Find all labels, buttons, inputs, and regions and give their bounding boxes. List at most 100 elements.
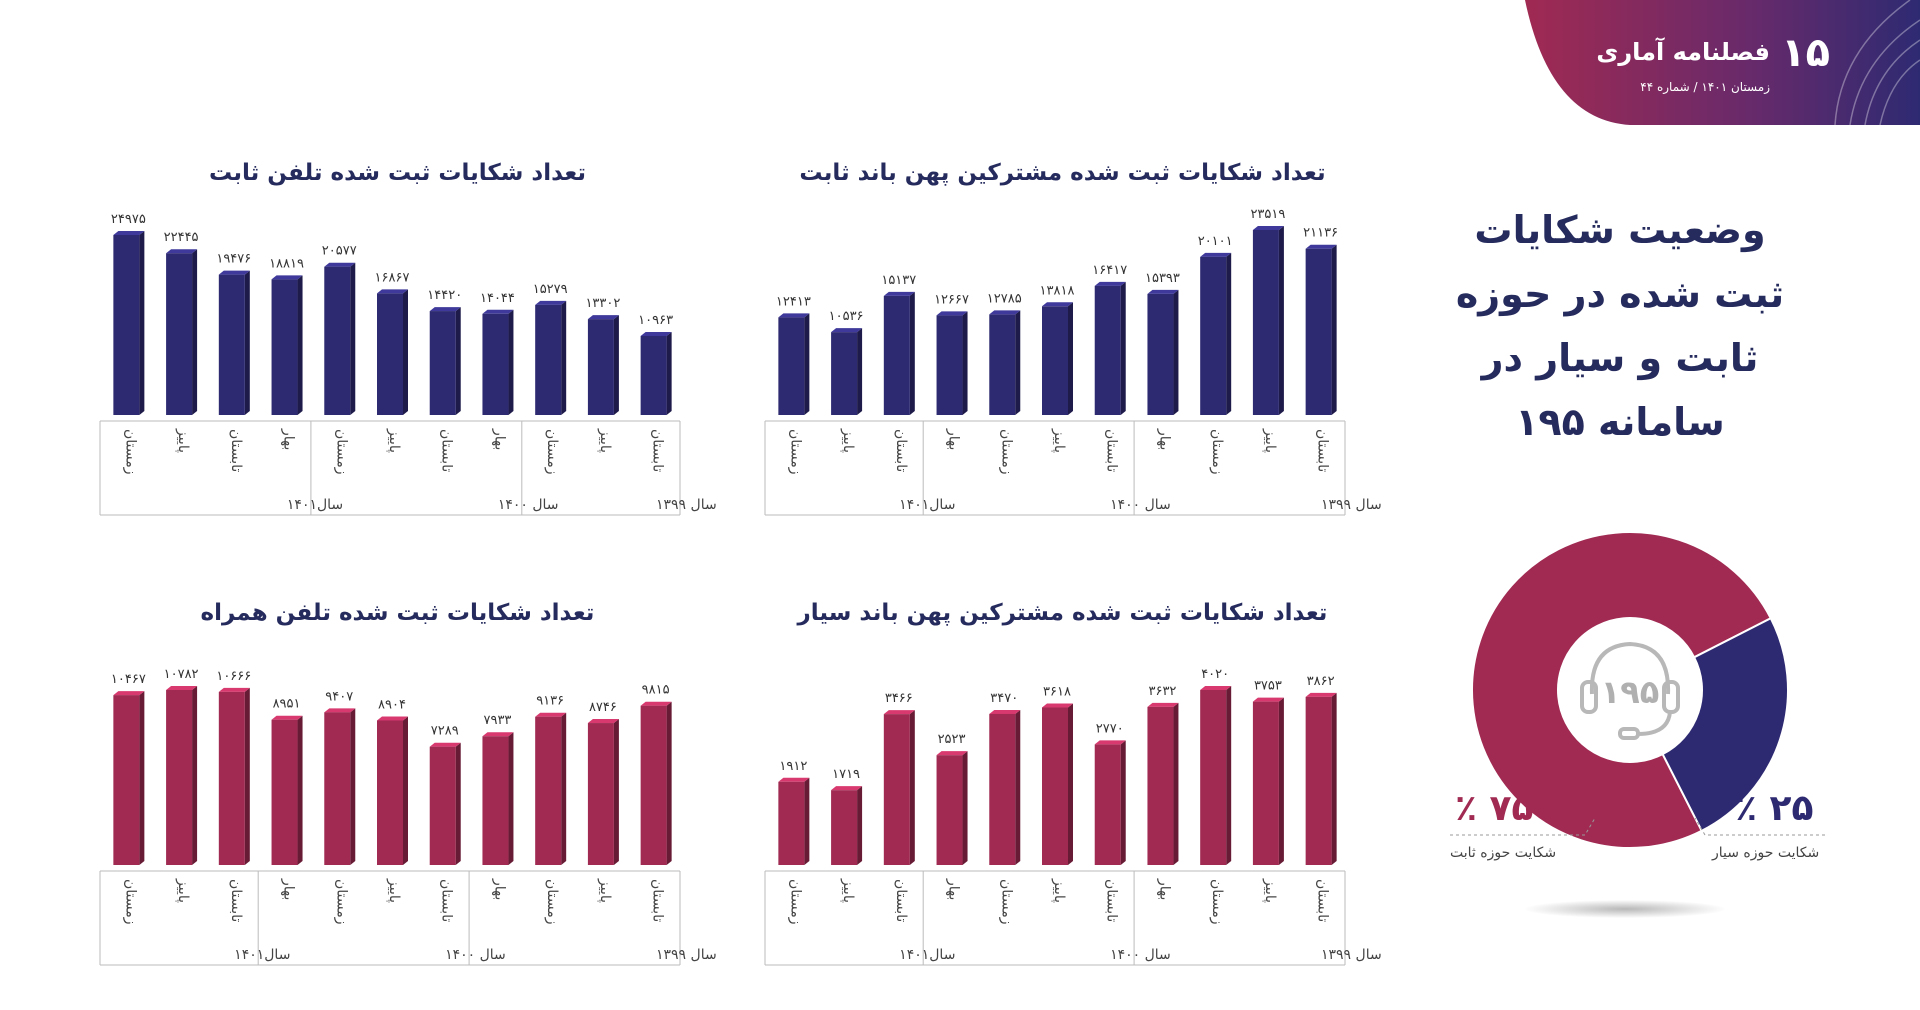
bar bbox=[1305, 696, 1332, 865]
category-label: پاییز bbox=[1262, 878, 1278, 903]
bar-side bbox=[139, 691, 145, 865]
bar-top bbox=[271, 715, 303, 720]
category-label: زمستان bbox=[333, 429, 349, 475]
bar-side bbox=[804, 777, 810, 865]
bar-top bbox=[1200, 686, 1232, 690]
bar-side bbox=[962, 751, 968, 865]
bar bbox=[166, 253, 193, 415]
category-label: پاییز bbox=[386, 428, 402, 453]
bar-top bbox=[936, 311, 968, 316]
bar-top bbox=[482, 309, 514, 314]
bar-side bbox=[1068, 703, 1073, 865]
year-group-label: سال ۱۴۰۰ bbox=[445, 947, 506, 963]
bar bbox=[989, 314, 1016, 415]
bar-side bbox=[403, 716, 408, 865]
chart-title: تعداد شکایات ثبت شده تلفن همراه bbox=[200, 600, 595, 626]
bar bbox=[166, 690, 193, 865]
bar-value-label: ۳۸۶۲ bbox=[1307, 674, 1335, 689]
bar-top bbox=[778, 777, 810, 782]
bar-side bbox=[1226, 252, 1232, 415]
year-group-label: سال۱۴۰۱ bbox=[287, 497, 343, 513]
bar-value-label: ۹۸۱۵ bbox=[642, 683, 670, 698]
bar-top bbox=[166, 686, 198, 690]
bar-value-label: ۱۰۷۸۲ bbox=[164, 667, 199, 682]
year-group-label: سال ۱۳۹۹ bbox=[656, 947, 717, 963]
bar-value-label: ۱۰۹۶۳ bbox=[638, 313, 673, 328]
category-label: تابستان bbox=[893, 879, 909, 922]
donut-shadow bbox=[1525, 900, 1725, 918]
bar bbox=[587, 723, 614, 865]
bar-value-label: ۲۰۱۰۱ bbox=[1198, 234, 1233, 249]
category-label: بهار bbox=[491, 428, 507, 450]
category-label: تابستان bbox=[1104, 429, 1120, 472]
bar bbox=[1042, 306, 1068, 415]
category-label: پاییز bbox=[1051, 428, 1067, 453]
bar-top bbox=[113, 231, 145, 235]
bar-side bbox=[508, 309, 514, 415]
bar-side bbox=[666, 331, 672, 415]
issue-label: زمستان ۱۴۰۱ / شماره ۴۴ bbox=[1640, 80, 1770, 94]
bar bbox=[989, 713, 1016, 865]
bar-top bbox=[535, 300, 567, 305]
bar-value-label: ۸۹۵۱ bbox=[273, 697, 301, 712]
category-label: زمستان bbox=[787, 429, 803, 475]
bar-top bbox=[1305, 244, 1337, 249]
bar-value-label: ۹۴۰۷ bbox=[325, 689, 353, 704]
bar-top bbox=[1042, 302, 1073, 307]
bar-value-label: ۸۷۴۶ bbox=[589, 700, 617, 715]
bar-value-label: ۱۰۴۶۷ bbox=[111, 672, 146, 687]
bar-side bbox=[561, 712, 567, 865]
bar-top bbox=[1252, 697, 1284, 702]
bar-side bbox=[1120, 281, 1126, 415]
year-group-label: سال۱۴۰۱ bbox=[899, 497, 955, 513]
category-label: پاییز bbox=[1262, 428, 1278, 453]
category-label: پاییز bbox=[175, 428, 191, 453]
bar-value-label: ۱۲۷۸۵ bbox=[987, 291, 1022, 306]
chart-mobile-phone: تعداد شکایات ثبت شده تلفن همراه ۹۸۱۵ تابس… bbox=[99, 600, 717, 966]
category-label: پاییز bbox=[840, 428, 856, 453]
category-label: زمستان bbox=[544, 879, 560, 925]
bar-value-label: ۱۲۴۱۳ bbox=[776, 294, 811, 309]
bar-side bbox=[455, 742, 461, 865]
section-title-line: ثابت و سیار در bbox=[1481, 336, 1759, 380]
headset-ear bbox=[1580, 680, 1598, 714]
bar-side bbox=[909, 291, 915, 415]
bar bbox=[535, 304, 562, 415]
chart-title: تعداد شکایات ثبت شده مشترکین پهن باند سی… bbox=[797, 600, 1328, 626]
bar-side bbox=[350, 708, 356, 865]
bar-top bbox=[640, 701, 672, 706]
bar-top bbox=[1147, 289, 1179, 294]
bar-value-label: ۱۶۸۶۷ bbox=[375, 270, 410, 285]
category-label: تابستان bbox=[893, 429, 909, 472]
bar bbox=[429, 311, 456, 415]
page-number: ۱۵ bbox=[1781, 30, 1830, 76]
category-label: تابستان bbox=[228, 429, 244, 472]
bar bbox=[936, 315, 963, 415]
category-label: تابستان bbox=[1104, 879, 1120, 922]
bar-value-label: ۱۳۸۱۸ bbox=[1040, 283, 1075, 298]
bar-value-label: ۱۹۱۲ bbox=[779, 759, 807, 774]
bar-top bbox=[271, 275, 303, 280]
bar-value-label: ۸۹۰۴ bbox=[378, 697, 406, 712]
category-label: پاییز bbox=[597, 428, 613, 453]
category-label: زمستان bbox=[998, 429, 1014, 475]
category-label: تابستان bbox=[1315, 879, 1331, 922]
bar bbox=[936, 755, 963, 865]
bar bbox=[1252, 230, 1279, 415]
bar bbox=[883, 295, 910, 415]
bar bbox=[113, 235, 140, 415]
bar-value-label: ۱۶۴۱۷ bbox=[1092, 263, 1127, 278]
bar bbox=[1042, 707, 1068, 865]
bar bbox=[271, 279, 298, 415]
bar-value-label: ۲۷۷۰ bbox=[1096, 721, 1124, 736]
bar bbox=[324, 266, 351, 415]
bar-side bbox=[962, 311, 968, 415]
bar-value-label: ۳۷۵۳ bbox=[1254, 679, 1282, 694]
bar bbox=[1094, 744, 1121, 865]
bar-top bbox=[1200, 252, 1232, 257]
bar-side bbox=[192, 686, 198, 865]
bar bbox=[218, 274, 245, 415]
bar-top bbox=[831, 786, 863, 791]
bar-side bbox=[1120, 740, 1126, 865]
category-label: زمستان bbox=[333, 879, 349, 925]
